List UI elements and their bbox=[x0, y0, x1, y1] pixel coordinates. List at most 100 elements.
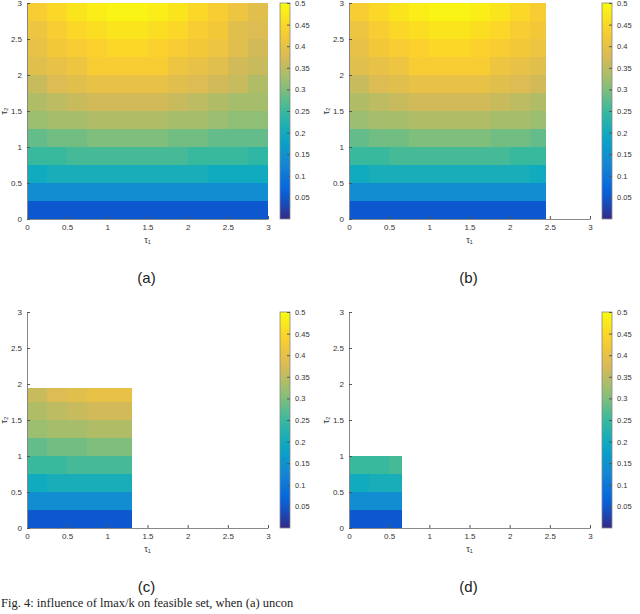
heatmap-cell bbox=[67, 474, 87, 492]
y-tick-label: 1.5 bbox=[11, 416, 23, 425]
panel: 00.511.522.5300.511.522.53τ₁τ₂0.050.10.1… bbox=[0, 0, 310, 286]
heatmap-cell bbox=[47, 75, 67, 93]
x-tick: 3 bbox=[266, 525, 271, 541]
heatmap-cell bbox=[409, 75, 429, 93]
heatmap-cell bbox=[449, 165, 469, 183]
x-tick-mark bbox=[470, 525, 471, 528]
heatmap-cell bbox=[47, 57, 67, 75]
y-tick-label: 1 bbox=[340, 452, 345, 461]
heatmap-cell bbox=[349, 39, 369, 57]
heatmap-cell bbox=[87, 21, 107, 39]
colorbar-tick-label: 0.2 bbox=[617, 129, 627, 138]
heatmap-cell bbox=[127, 129, 147, 147]
heatmap-cell bbox=[490, 21, 510, 39]
heatmap-cell bbox=[47, 39, 67, 57]
heatmap-cell bbox=[470, 165, 490, 183]
heatmap-cell bbox=[188, 183, 208, 201]
heatmap-cell bbox=[530, 75, 546, 93]
heatmap-cell bbox=[127, 474, 131, 492]
y-tick: 1 bbox=[18, 452, 30, 461]
x-tick-label: 2 bbox=[186, 223, 191, 232]
y-tick-mark bbox=[349, 147, 352, 148]
heatmap-cell bbox=[389, 129, 409, 147]
y-tick: 2 bbox=[18, 71, 30, 80]
colorbar-tick: 0.2 bbox=[287, 438, 305, 447]
colorbar-tick-mark bbox=[287, 463, 290, 464]
heatmap-cell bbox=[107, 165, 127, 183]
y-tick: 2.5 bbox=[333, 35, 352, 44]
heatmap-cell bbox=[47, 129, 67, 147]
colorbar-tick-label: 0.25 bbox=[617, 107, 632, 116]
colorbar-tick-label: 0.45 bbox=[617, 21, 632, 30]
heatmap-cell bbox=[369, 492, 389, 510]
heatmap-cell bbox=[188, 21, 208, 39]
colorbar-tick: 0.35 bbox=[609, 64, 632, 73]
heatmap-cell bbox=[47, 456, 67, 474]
x-axis: 00.511.522.53 bbox=[25, 525, 271, 541]
colorbar-tick: 0.45 bbox=[287, 21, 310, 30]
y-tick-mark bbox=[349, 111, 352, 112]
heatmap-cell bbox=[429, 93, 449, 111]
heatmap-cell bbox=[248, 147, 268, 165]
x-axis-line bbox=[350, 219, 591, 220]
heatmap-cell bbox=[168, 3, 188, 21]
heatmap-cell bbox=[148, 147, 168, 165]
colorbar-tick-label: 0.1 bbox=[617, 172, 627, 181]
heatmap-cell bbox=[127, 388, 131, 403]
colorbar-tick: 0.1 bbox=[287, 172, 305, 181]
heatmap-cell bbox=[47, 201, 67, 219]
y-tick-mark bbox=[349, 528, 352, 529]
heatmap-cell bbox=[107, 75, 127, 93]
x-axis-title: τ₁ bbox=[144, 544, 151, 554]
heatmap-cell bbox=[369, 75, 389, 93]
heatmap-cell bbox=[490, 93, 510, 111]
heatmap-cell bbox=[87, 39, 107, 57]
heatmap-cell bbox=[530, 93, 546, 111]
heatmap-cell bbox=[369, 456, 389, 474]
x-tick: 3 bbox=[266, 216, 271, 232]
heatmap-cell bbox=[168, 57, 188, 75]
colorbar-tick-mark bbox=[287, 176, 290, 177]
colorbar-tick: 0.25 bbox=[609, 416, 632, 425]
x-tick-label: 0.5 bbox=[62, 532, 74, 541]
x-tick: 2 bbox=[186, 216, 191, 232]
heatmap-cell bbox=[409, 3, 429, 21]
colorbar-tick-mark bbox=[609, 46, 612, 47]
heatmap-cell bbox=[248, 57, 268, 75]
y-tick: 1.5 bbox=[333, 107, 352, 116]
colorbar-tick: 0.1 bbox=[609, 172, 627, 181]
y-tick-label: 0.5 bbox=[333, 488, 345, 497]
colorbar bbox=[602, 312, 612, 528]
heatmap-cell bbox=[490, 147, 510, 165]
colorbar-tick-mark bbox=[609, 3, 612, 4]
heatmap-cell bbox=[67, 456, 87, 474]
y-axis-title: τ₂ bbox=[321, 107, 331, 115]
colorbar-tick-mark bbox=[287, 420, 290, 421]
x-tick: 2 bbox=[186, 525, 191, 541]
x-tick-label: 1 bbox=[428, 223, 433, 232]
heatmap-cell bbox=[349, 75, 369, 93]
heatmap-cell bbox=[349, 510, 369, 528]
heatmap-cell bbox=[389, 492, 401, 510]
heatmap-cell bbox=[470, 201, 490, 219]
y-tick-label: 1 bbox=[18, 452, 23, 461]
heatmap-cell bbox=[510, 201, 530, 219]
heatmap-cell bbox=[470, 183, 490, 201]
heatmap-cell bbox=[490, 183, 510, 201]
colorbar-tick-label: 0.15 bbox=[617, 150, 632, 159]
y-tick: 1 bbox=[340, 143, 352, 152]
heatmap-cell bbox=[127, 492, 131, 510]
colorbar-tick-mark bbox=[609, 442, 612, 443]
heatmap-cell bbox=[490, 57, 510, 75]
heatmap-cell bbox=[530, 165, 546, 183]
y-tick-label: 0 bbox=[340, 524, 345, 533]
heatmap-cell bbox=[67, 57, 87, 75]
y-tick: 3 bbox=[18, 0, 30, 8]
heatmap-cell bbox=[107, 57, 127, 75]
colorbar-tick-label: 0.45 bbox=[295, 330, 310, 339]
y-tick-mark bbox=[349, 219, 352, 220]
heatmap-cell bbox=[87, 474, 107, 492]
x-tick-mark bbox=[389, 216, 390, 219]
heatmap-cell bbox=[87, 438, 107, 456]
colorbar-tick-mark bbox=[287, 89, 290, 90]
